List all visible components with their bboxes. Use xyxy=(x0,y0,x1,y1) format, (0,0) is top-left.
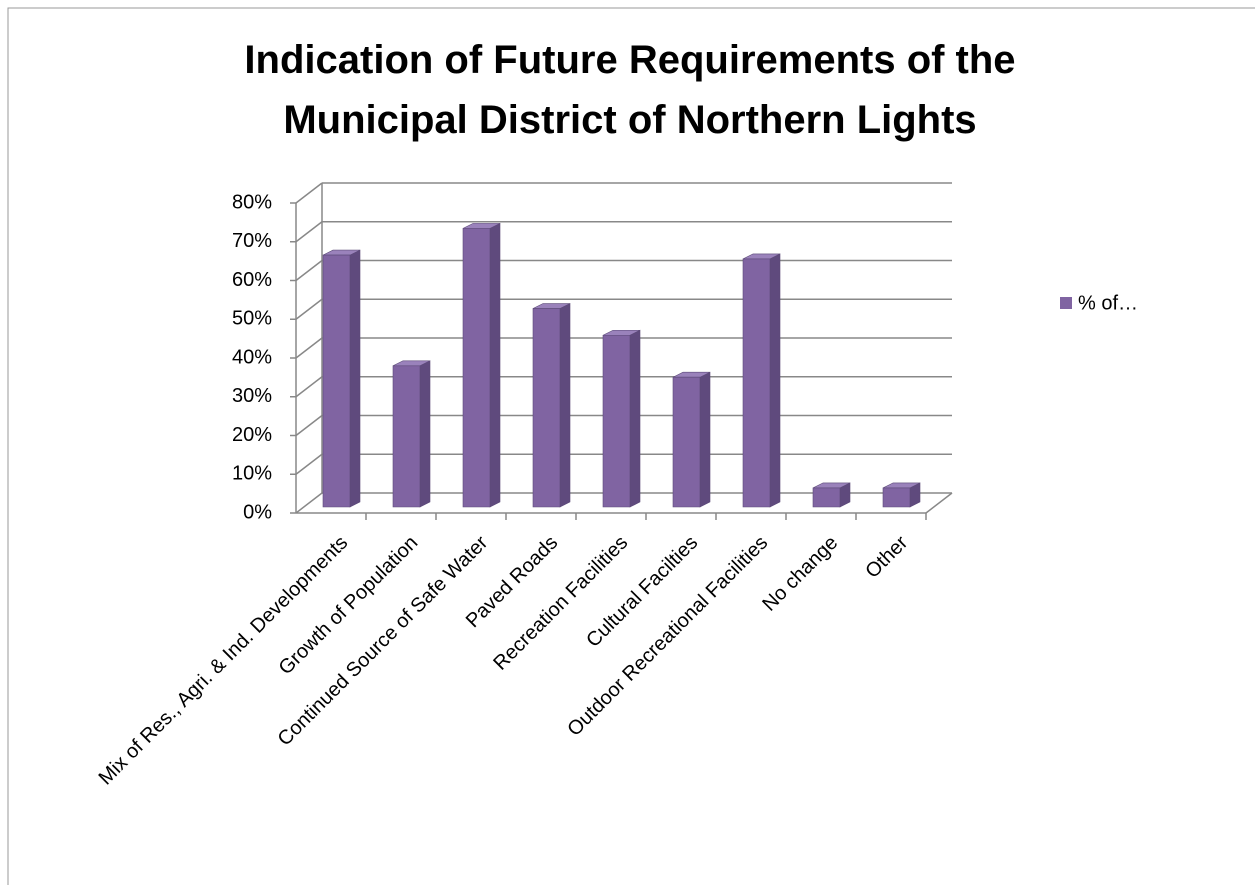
x-tick-label: Growth of Population xyxy=(275,532,423,680)
grid-line xyxy=(295,492,323,514)
x-tick-label: Recreation Facilities xyxy=(489,532,632,675)
grid-line xyxy=(295,453,323,475)
y-tick-label: 10% xyxy=(232,463,272,485)
bar-face xyxy=(489,222,501,508)
y-tick-label: 50% xyxy=(232,308,272,330)
grid-line xyxy=(295,221,323,243)
y-tick-label: 60% xyxy=(232,269,272,291)
bar-face xyxy=(349,249,361,508)
legend-label: % of… xyxy=(1078,292,1138,314)
bar-face xyxy=(882,487,911,508)
bar xyxy=(742,253,781,508)
bar-face xyxy=(419,360,431,508)
x-tick-label: Other xyxy=(861,531,912,582)
y-tick-label: 30% xyxy=(232,385,272,407)
bar-face xyxy=(742,258,771,508)
bar-face xyxy=(559,303,571,508)
bar-face xyxy=(672,376,701,508)
bar-face xyxy=(322,254,351,508)
bar xyxy=(392,360,431,508)
grid-line xyxy=(295,259,323,282)
bar-face xyxy=(769,253,781,508)
y-tick-label: 40% xyxy=(232,346,272,368)
y-tick-label: 20% xyxy=(232,424,272,446)
bar xyxy=(532,303,571,508)
bar-face xyxy=(699,371,711,508)
grid-line xyxy=(295,298,323,320)
grid-line xyxy=(295,376,323,398)
y-tick-label: 80% xyxy=(232,191,272,213)
bar xyxy=(462,222,501,508)
bar-face xyxy=(462,228,491,508)
grid-line xyxy=(295,337,323,359)
y-tick-label: 70% xyxy=(232,230,272,252)
bar xyxy=(322,249,361,508)
grid-line xyxy=(295,414,323,437)
bar-face xyxy=(392,365,421,508)
x-tick-label: No change xyxy=(758,532,842,616)
bar-face xyxy=(532,308,561,508)
legend-swatch xyxy=(1060,297,1072,309)
bar xyxy=(812,482,851,508)
bar-face xyxy=(602,334,631,508)
y-tick-label: 0% xyxy=(243,501,272,523)
floor-edge xyxy=(925,492,953,514)
chart-title: Indication of Future Requirements of the… xyxy=(244,38,1016,142)
bar-face xyxy=(629,329,641,508)
bar xyxy=(672,371,711,508)
chart-border xyxy=(7,7,1255,885)
x-tick-label: Mix of Res., Agri. & Ind. Developments xyxy=(95,532,353,790)
bar xyxy=(602,329,641,508)
bar-face xyxy=(812,487,841,508)
bar xyxy=(882,482,921,508)
grid-line xyxy=(295,182,323,204)
